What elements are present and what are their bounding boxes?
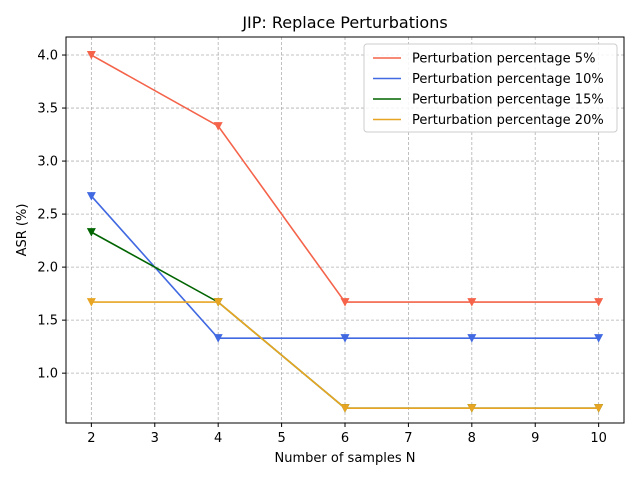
legend-label: Perturbation percentage 20% bbox=[412, 113, 604, 128]
x-tick-label: 4 bbox=[214, 431, 222, 446]
data-point-marker bbox=[86, 192, 96, 201]
y-tick-label: 4.0 bbox=[37, 49, 58, 64]
chart-title: JIP: Replace Perturbations bbox=[241, 13, 447, 32]
x-axis-ticks: 2 3 4 5 6 7 8 9 10 bbox=[87, 423, 607, 446]
y-tick-label: 1.0 bbox=[37, 367, 58, 382]
series-lines bbox=[86, 51, 604, 413]
series-2 bbox=[86, 192, 604, 343]
legend-label: Perturbation percentage 15% bbox=[412, 93, 604, 108]
legend-item: Perturbation percentage 20% bbox=[373, 113, 604, 128]
x-tick-label: 2 bbox=[87, 431, 95, 446]
y-tick-label: 2.0 bbox=[37, 261, 58, 276]
x-axis-label: Number of samples N bbox=[275, 451, 416, 466]
y-axis-ticks: 1.0 1.5 2.0 2.5 3.0 3.5 4.0 bbox=[37, 49, 66, 382]
data-point-marker bbox=[86, 298, 96, 307]
data-point-marker bbox=[340, 404, 350, 413]
x-tick-label: 7 bbox=[404, 431, 412, 446]
x-tick-label: 8 bbox=[468, 431, 476, 446]
legend-item: Perturbation percentage 10% bbox=[373, 72, 604, 87]
data-point-marker bbox=[340, 298, 350, 307]
legend-label: Perturbation percentage 10% bbox=[412, 72, 604, 87]
legend-label: Perturbation percentage 5% bbox=[412, 52, 595, 67]
y-tick-label: 1.5 bbox=[37, 314, 58, 329]
series-4 bbox=[86, 298, 604, 413]
x-tick-label: 10 bbox=[590, 431, 607, 446]
data-point-marker bbox=[213, 298, 223, 307]
y-tick-label: 3.0 bbox=[37, 155, 58, 170]
x-tick-label: 3 bbox=[151, 431, 159, 446]
y-tick-label: 2.5 bbox=[37, 208, 58, 223]
series-1 bbox=[86, 51, 604, 307]
y-tick-label: 3.5 bbox=[37, 102, 58, 117]
data-point-marker bbox=[340, 334, 350, 343]
data-point-marker bbox=[594, 404, 604, 413]
legend: Perturbation percentage 5% Perturbation p… bbox=[363, 43, 618, 133]
data-point-marker bbox=[86, 51, 96, 60]
plot-frame bbox=[65, 36, 625, 424]
data-point-marker bbox=[467, 334, 477, 343]
x-tick-label: 5 bbox=[277, 431, 285, 446]
x-tick-label: 6 bbox=[341, 431, 349, 446]
legend-item: Perturbation percentage 15% bbox=[373, 93, 604, 108]
data-point-marker bbox=[594, 334, 604, 343]
data-point-marker bbox=[86, 228, 96, 237]
data-point-marker bbox=[467, 404, 477, 413]
legend-box bbox=[363, 43, 618, 133]
x-tick-label: 9 bbox=[531, 431, 539, 446]
data-point-marker bbox=[594, 298, 604, 307]
legend-item: Perturbation percentage 5% bbox=[373, 52, 595, 67]
data-point-marker bbox=[467, 298, 477, 307]
data-point-marker bbox=[213, 334, 223, 343]
data-point-marker bbox=[213, 122, 223, 131]
y-axis-label: ASR (%) bbox=[15, 204, 30, 257]
